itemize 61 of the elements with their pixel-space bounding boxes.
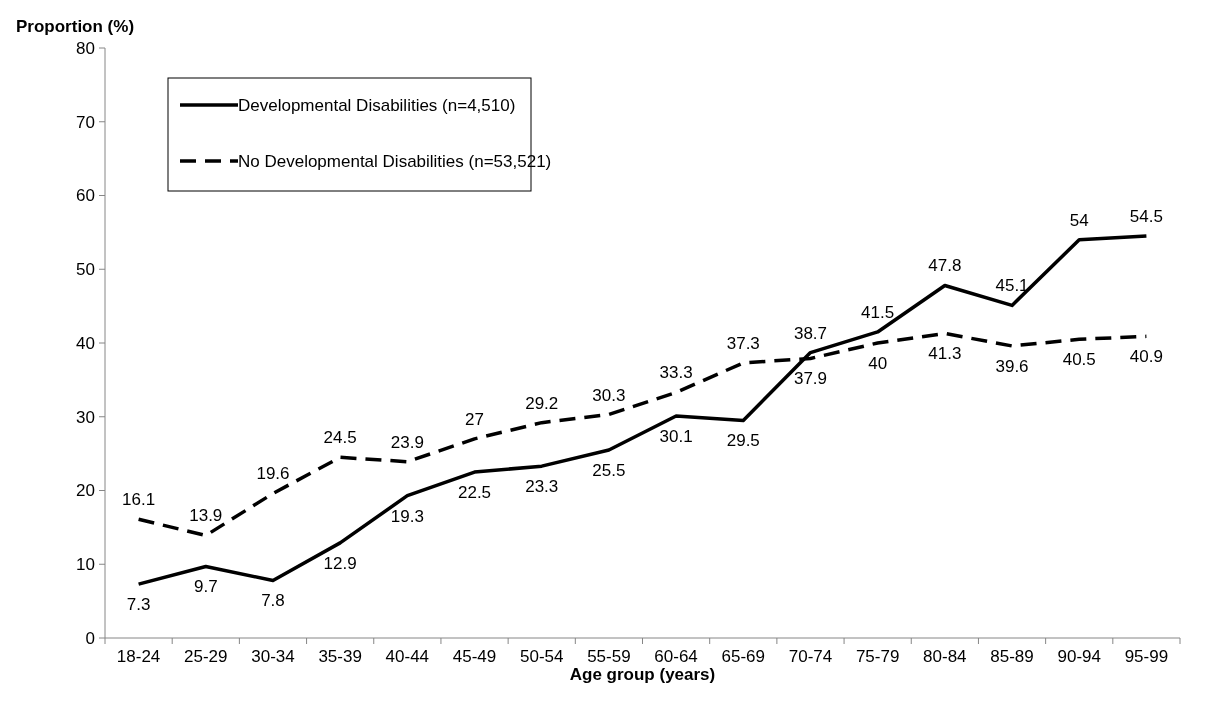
data-label: 40 [868,354,888,373]
x-tick-label: 55-59 [587,647,631,666]
x-tick-label: 18-24 [116,647,161,666]
y-tick-label: 0 [85,628,95,648]
x-tick-label: 30-34 [251,647,295,666]
data-label: 54.5 [1129,207,1163,227]
x-tick-label: 60-64 [654,647,698,666]
data-label: 25.5 [592,460,626,480]
data-label: 29.5 [726,431,760,451]
data-label: 16.1 [122,490,156,510]
x-tick-label: 45-49 [452,647,497,666]
y-tick-label: 80 [76,38,95,58]
y-tick-label: 30 [76,407,95,427]
y-tick-label: 20 [76,481,95,501]
y-tick-label: 10 [76,555,95,575]
data-label: 30.1 [659,427,693,447]
data-label: 19.3 [390,506,424,526]
data-label: 29.2 [525,393,559,413]
data-label: 12.9 [323,553,357,573]
y-tick-label: 70 [76,112,95,132]
legend-label: Developmental Disabilities (n=4,510) [238,95,516,115]
y-tick-label: 60 [76,186,95,206]
x-tick-label: 85-89 [990,647,1034,666]
y-tick-label: 40 [76,333,95,353]
data-label: 33.3 [659,363,693,383]
x-tick-label: 35-39 [318,647,362,666]
data-label: 30.3 [592,385,626,405]
data-label: 41.3 [928,344,962,364]
data-label: 19.6 [256,464,290,484]
data-label: 41.5 [861,302,895,322]
data-label: 13.9 [189,506,223,526]
x-tick-label: 95-99 [1124,647,1169,666]
x-tick-label: 75-79 [855,647,900,666]
data-label: 24.5 [323,428,357,448]
data-label: 27 [465,409,484,429]
data-label: 7.3 [126,595,151,615]
x-tick-label: 50-54 [519,647,564,666]
data-label: 39.6 [995,356,1029,376]
data-label: 23.3 [525,477,559,497]
data-label: 45.1 [995,276,1029,296]
data-label: 9.7 [193,577,218,597]
data-label: 40.5 [1062,350,1096,370]
data-label: 40.9 [1129,347,1163,367]
data-label: 7.8 [261,591,285,611]
x-tick-label: 65-69 [721,647,766,666]
data-label: 54 [1069,210,1089,230]
data-label: 23.9 [390,432,424,452]
data-label: 47.8 [928,256,962,276]
x-tick-label: 70-74 [788,647,833,666]
y-tick-label: 50 [76,260,95,280]
x-tick-label: 40-44 [385,647,430,666]
x-axis-title: Age group (years) [569,665,716,684]
x-tick-label: 25-29 [184,647,228,666]
y-axis-title: Proportion (%) [16,17,135,36]
x-tick-label: 80-84 [923,647,967,666]
data-label: 37.9 [793,369,828,389]
data-label: 22.5 [457,483,492,503]
x-tick-label: 90-94 [1057,647,1101,666]
data-label: 37.3 [726,333,760,353]
legend-label: No Developmental Disabilities (n=53,521) [238,151,552,171]
data-label: 38.7 [793,323,828,343]
